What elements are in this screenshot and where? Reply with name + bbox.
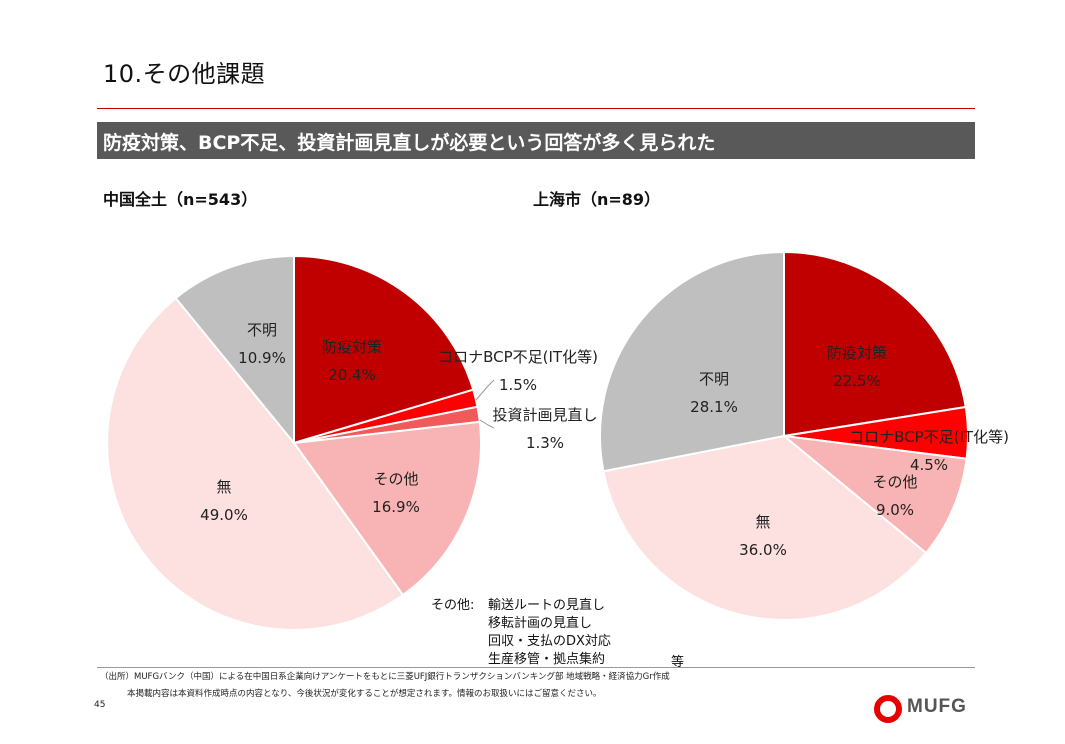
slice-label: その他 [872, 473, 917, 491]
slice-label: 投資計画見直し [492, 406, 597, 424]
headline-banner: 防疫対策、BCP不足、投資計画見直しが必要という回答が多く見られた [97, 122, 975, 159]
slice-value-label: 1.5% [499, 376, 537, 394]
other-note-item: 生産移管・拠点集約 [488, 652, 606, 667]
other-note-label: その他: [431, 598, 475, 613]
slice-label: その他 [373, 470, 418, 488]
slice-value-label: 10.9% [238, 349, 286, 367]
other-note-item: 移転計画の見直し [488, 616, 593, 631]
other-note-etc: 等 [671, 655, 685, 670]
slice-label: コロナBCP不足(IT化等) [849, 428, 1009, 446]
slice-value-label: 16.9% [372, 498, 420, 516]
other-note-item: 輸送ルートの見直し [488, 598, 606, 613]
slice-value-label: 20.4% [328, 366, 376, 384]
other-note-item: 回収・支払のDX対応 [488, 634, 611, 649]
slice-value-label: 4.5% [910, 456, 948, 474]
slice-label: 無 [216, 478, 231, 496]
headline-text: 防疫対策、BCP不足、投資計画見直しが必要という回答が多く見られた [103, 132, 716, 154]
other-note-items: 輸送ルートの見直し 移転計画の見直し 回収・支払のDX対応 生産移管・拠点集約 [488, 597, 611, 669]
chart-subtitle-china: 中国全土（n=543） [103, 190, 258, 209]
slice-value-label: 36.0% [739, 541, 787, 559]
disclaimer-note: 本掲載内容は本資料作成時点の内容となり、今後状況が変化することが想定されます。情… [127, 689, 602, 699]
pie-chart-china [106, 254, 483, 631]
pie-slice [292, 420, 483, 597]
pie-slice [106, 296, 405, 631]
pie-labels: 防疫対策 20.4% コロナBCP不足(IT化等) 1.5% 投資計画見直し 1.3% その… [200, 321, 1009, 559]
pie-slice [174, 254, 295, 446]
slice-label: コロナBCP不足(IT化等) [438, 348, 598, 366]
mufg-logo-text: MUFG [907, 696, 967, 717]
chart-subtitle-shanghai: 上海市（n=89） [533, 190, 661, 209]
slice-value-label: 22.5% [833, 372, 881, 390]
source-note: （出所）MUFGバンク（中国）による在中国日系企業向けアンケートをもとに三菱UF… [100, 672, 670, 682]
title-divider [97, 108, 975, 109]
slice-label: 防疫対策 [827, 344, 887, 362]
leader-line [479, 419, 495, 429]
pie-slice [293, 254, 475, 445]
pie-slice [783, 250, 967, 438]
mufg-logo-icon [874, 695, 902, 723]
slice-value-label: 28.1% [690, 398, 738, 416]
slice-value-label: 49.0% [200, 506, 248, 524]
page-number: 45 [94, 700, 106, 710]
slice-value-label: 9.0% [876, 501, 914, 519]
mufg-logo: MUFG [873, 694, 973, 724]
leader-line [475, 379, 495, 401]
slice-label: 防疫対策 [322, 338, 382, 356]
pie-slice [599, 250, 785, 473]
slice-label: 無 [755, 513, 770, 531]
slice-label: 不明 [699, 370, 729, 388]
footer-divider [97, 667, 975, 668]
slice-value-label: 1.3% [526, 434, 564, 452]
slice-label: 不明 [247, 321, 277, 339]
pie-slice [780, 434, 968, 555]
page-title: 10.その他課題 [103, 60, 266, 88]
pie-slice [602, 434, 928, 621]
pie-chart-shanghai [599, 250, 969, 621]
